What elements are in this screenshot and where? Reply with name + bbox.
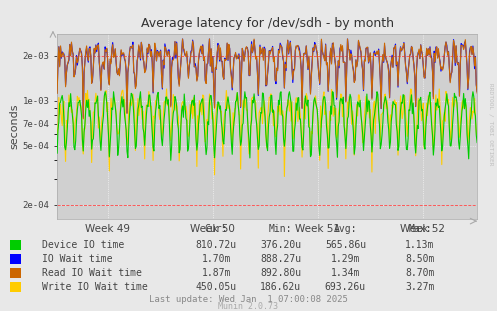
Text: 892.80u: 892.80u: [260, 268, 301, 278]
Text: 565.86u: 565.86u: [325, 240, 366, 250]
Text: Munin 2.0.73: Munin 2.0.73: [219, 302, 278, 311]
Text: Read IO Wait time: Read IO Wait time: [42, 268, 142, 278]
Text: 693.26u: 693.26u: [325, 282, 366, 292]
Text: 376.20u: 376.20u: [260, 240, 301, 250]
Text: 3.27m: 3.27m: [405, 282, 435, 292]
Text: 8.50m: 8.50m: [405, 254, 435, 264]
Text: Cur:: Cur:: [204, 224, 228, 234]
Text: Last update: Wed Jan  1 07:00:08 2025: Last update: Wed Jan 1 07:00:08 2025: [149, 295, 348, 304]
Text: 1.87m: 1.87m: [201, 268, 231, 278]
Text: 8.70m: 8.70m: [405, 268, 435, 278]
Text: Write IO Wait time: Write IO Wait time: [42, 282, 148, 292]
Text: Max:: Max:: [408, 224, 432, 234]
Title: Average latency for /dev/sdh - by month: Average latency for /dev/sdh - by month: [141, 17, 394, 30]
Text: 1.34m: 1.34m: [331, 268, 360, 278]
Text: 186.62u: 186.62u: [260, 282, 301, 292]
Text: 810.72u: 810.72u: [196, 240, 237, 250]
Text: Avg:: Avg:: [333, 224, 357, 234]
Text: 450.05u: 450.05u: [196, 282, 237, 292]
Y-axis label: seconds: seconds: [10, 104, 20, 150]
Text: Device IO time: Device IO time: [42, 240, 124, 250]
Text: Min:: Min:: [269, 224, 293, 234]
Text: 1.29m: 1.29m: [331, 254, 360, 264]
Text: RRDTOOL / TOBI OETIKER: RRDTOOL / TOBI OETIKER: [489, 83, 494, 166]
Text: 888.27u: 888.27u: [260, 254, 301, 264]
Text: IO Wait time: IO Wait time: [42, 254, 113, 264]
Text: 1.70m: 1.70m: [201, 254, 231, 264]
Text: 1.13m: 1.13m: [405, 240, 435, 250]
